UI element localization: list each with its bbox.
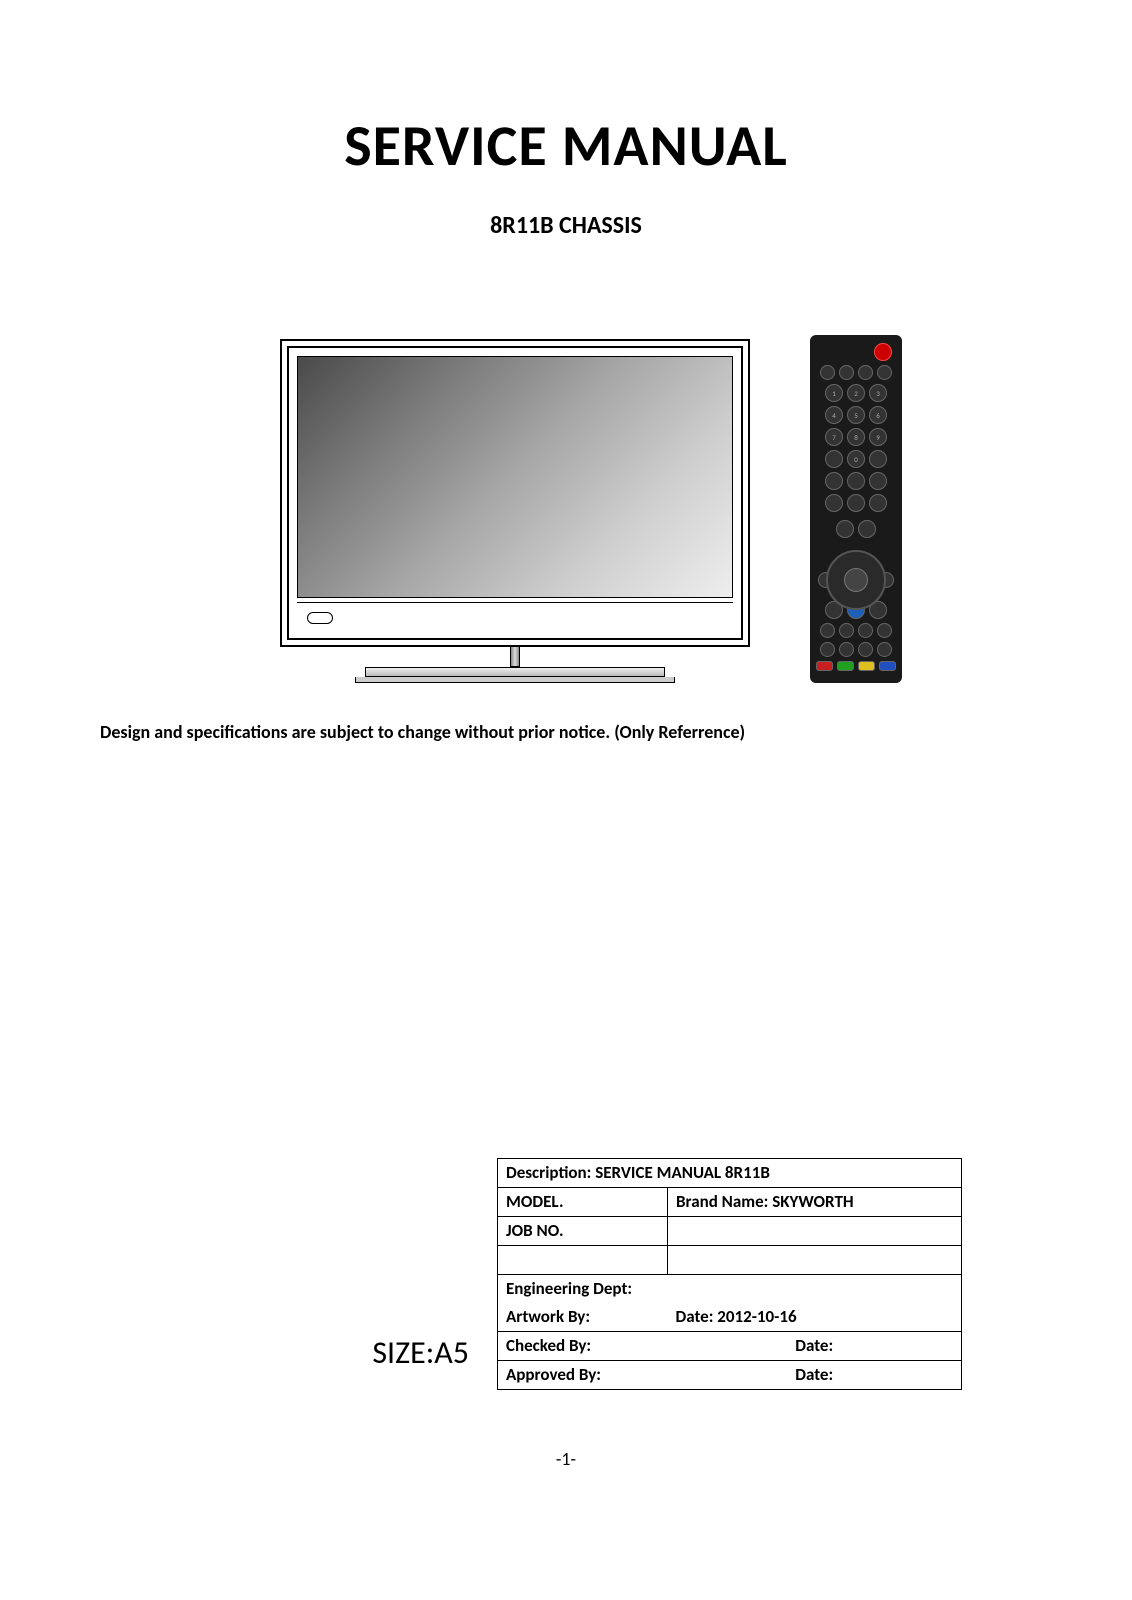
blank-cell-1 [498,1246,668,1275]
dpad-icon [820,544,892,595]
page-number: -1- [0,1448,1132,1470]
tv-illustration [280,339,750,683]
power-button-icon [874,343,892,361]
blank-cell-2 [668,1246,962,1275]
artwork-date: Date: 2012-10-16 [668,1303,962,1332]
jobno-label: JOB NO. [498,1217,668,1246]
tv-screen [297,356,733,598]
description-cell: Description: SERVICE MANUAL 8R11B [498,1159,962,1188]
approved-date: Date: [668,1361,962,1390]
engineering-label: Engineering Dept: [498,1275,962,1304]
info-table: Description: SERVICE MANUAL 8R11B MODEL.… [497,1158,962,1390]
size-label: SIZE:A5 [372,1333,469,1372]
remote-illustration: 123 456 789 0 [810,335,902,683]
product-images: 123 456 789 0 [100,335,1032,683]
main-title: SERVICE MANUAL [100,110,1032,181]
checked-date: Date: [668,1332,962,1361]
notice-text: Design and specifications are subject to… [100,721,1032,744]
tv-logo-icon [307,612,333,624]
color-buttons-icon [816,661,896,671]
subtitle: 8R11B CHASSIS [100,211,1032,240]
approved-label: Approved By: [498,1361,668,1390]
model-label: MODEL. [498,1188,668,1217]
checked-label: Checked By: [498,1332,668,1361]
artwork-label: Artwork By: [498,1303,668,1332]
brand-cell: Brand Name: SKYWORTH [668,1188,962,1217]
jobno-value [668,1217,962,1246]
